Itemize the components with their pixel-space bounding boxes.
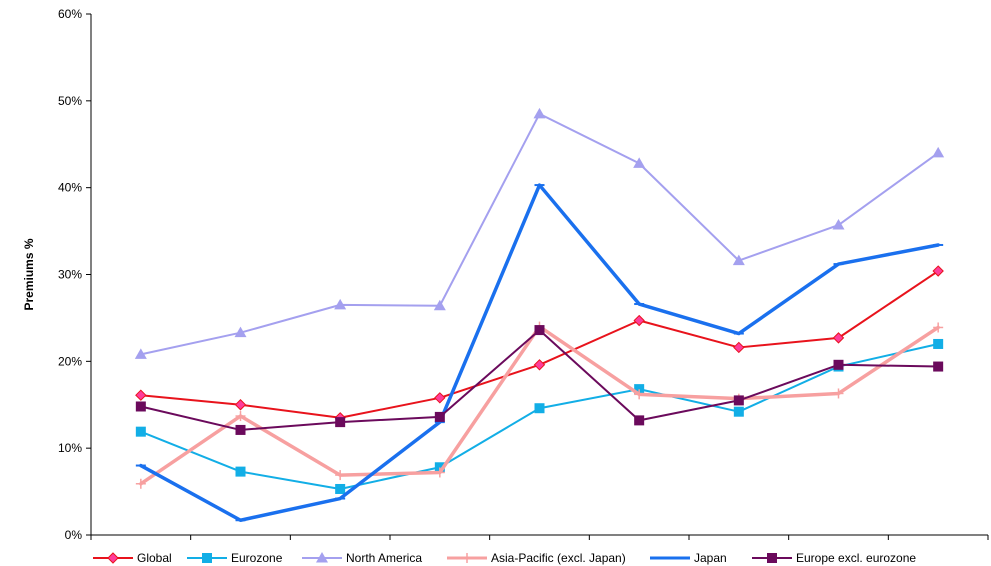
series-line-japan	[139, 183, 940, 522]
y-tick-label: 60%	[58, 7, 82, 21]
series-japan	[135, 183, 944, 522]
europe-excl-eurozone-point	[933, 361, 944, 372]
axes: 0% 10% 20% 30% 40% 50% 60% Premiums %	[22, 7, 989, 542]
y-tick-label: 40%	[58, 181, 82, 195]
europe-excl-eurozone-point	[534, 325, 545, 336]
europe-excl-eurozone-point	[833, 359, 844, 370]
global-point	[434, 392, 446, 404]
y-tick-label: 10%	[58, 441, 82, 455]
north-america-point	[134, 348, 147, 359]
europe-excl-eurozone-point	[767, 553, 777, 563]
north-america-point	[234, 326, 247, 338]
legend: Global Eurozone North America Asia-Pacific …	[93, 551, 916, 565]
eurozone-point	[434, 462, 445, 473]
eurozone-point	[534, 403, 545, 414]
series-line-europe-excl-eurozone	[139, 329, 940, 431]
y-tick-label: 20%	[58, 354, 82, 368]
legend-label: North America	[346, 551, 422, 565]
series-global	[135, 265, 944, 424]
global-point	[633, 314, 645, 327]
legend-item-eurozone: Eurozone	[187, 551, 283, 565]
north-america-point	[334, 298, 347, 310]
north-america-point	[533, 107, 546, 119]
asia-pacific-excl-japan-point	[135, 478, 146, 489]
asia-pacific-excl-japan-point	[335, 470, 346, 481]
global-point	[832, 332, 845, 344]
europe-excl-eurozone-point	[235, 424, 246, 435]
y-tick-label: 50%	[58, 94, 82, 108]
asia-pacific-excl-japan-point	[833, 388, 844, 399]
global-point	[733, 341, 745, 354]
eurozone-point	[202, 553, 212, 563]
series-lines	[134, 107, 945, 522]
legend-label: Global	[137, 551, 172, 565]
legend-label: Asia-Pacific (excl. Japan)	[491, 551, 626, 565]
north-america-point	[932, 146, 945, 158]
north-america-point	[633, 157, 646, 168]
series-line-north-america	[139, 112, 940, 356]
eurozone-point	[933, 338, 944, 349]
eurozone-point	[733, 406, 744, 417]
legend-label: Eurozone	[231, 551, 283, 565]
legend-label: Europe excl. eurozone	[796, 551, 916, 565]
global-point	[533, 359, 546, 371]
eurozone-point	[235, 466, 246, 477]
europe-excl-eurozone-point	[733, 395, 744, 406]
north-america-point	[732, 254, 745, 266]
series-europe-excl-eurozone	[135, 325, 944, 435]
legend-item-north-america: North America	[302, 551, 422, 565]
europe-excl-eurozone-point	[634, 415, 645, 426]
legend-item-japan: Japan	[650, 551, 727, 565]
north-america-point	[832, 219, 845, 230]
series-north-america	[134, 107, 945, 359]
legend-item-global: Global	[93, 551, 172, 565]
europe-excl-eurozone-point	[434, 411, 445, 422]
y-tick-label: 0%	[65, 528, 83, 542]
north-america-point	[316, 552, 328, 563]
europe-excl-eurozone-point	[335, 417, 346, 428]
y-tick-label: 30%	[58, 268, 82, 282]
asia-pacific-excl-japan-point	[933, 322, 944, 333]
eurozone-point	[135, 426, 146, 437]
global-point	[135, 389, 147, 401]
asia-pacific-excl-japan-point	[634, 389, 645, 400]
legend-item-europe-excl-eurozone: Europe excl. eurozone	[752, 551, 916, 565]
europe-excl-eurozone-point	[135, 401, 146, 412]
asia-pacific-excl-japan-point	[434, 467, 445, 478]
north-america-point	[433, 299, 446, 311]
global-point	[234, 399, 247, 411]
legend-label: Japan	[694, 551, 727, 565]
asia-pacific-excl-japan-point	[235, 411, 246, 422]
global-point	[107, 552, 119, 564]
asia-pacific-excl-japan-point	[462, 553, 472, 563]
legend-item-asia-pacific-excl-japan: Asia-Pacific (excl. Japan)	[447, 551, 626, 565]
y-axis-title: Premiums %	[22, 238, 36, 310]
eurozone-point	[335, 483, 346, 494]
global-point	[932, 265, 944, 277]
eurozone-point	[634, 384, 645, 395]
